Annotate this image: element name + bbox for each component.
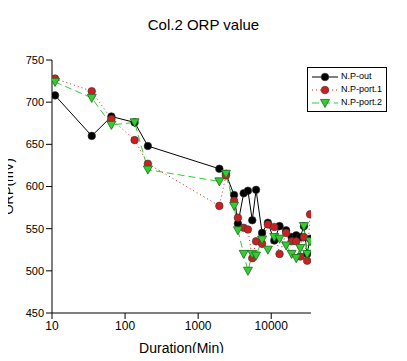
svg-text:Duration(Min): Duration(Min) (139, 340, 224, 353)
svg-text:100: 100 (115, 319, 135, 333)
svg-text:450: 450 (26, 307, 44, 319)
html-text:N.P-out: N.P-out (341, 71, 372, 81)
html-text:Col.2 ORP value: Col.2 ORP value (147, 16, 260, 33)
svg-text:10000: 10000 (255, 319, 289, 333)
svg-text:750: 750 (26, 54, 44, 66)
svg-text:700: 700 (26, 96, 44, 108)
svg-text:10: 10 (45, 319, 59, 333)
svg-text:550: 550 (26, 223, 44, 235)
svg-text:1000: 1000 (185, 319, 212, 333)
svg-text:650: 650 (26, 138, 44, 150)
html-text:N.P-port.2: N.P-port.2 (341, 97, 382, 107)
svg-text:ORP(mV): ORP(mV) (8, 158, 16, 214)
html-text:N.P-port.1: N.P-port.1 (341, 84, 382, 94)
svg-text:500: 500 (26, 265, 44, 277)
svg-text:600: 600 (26, 180, 44, 192)
